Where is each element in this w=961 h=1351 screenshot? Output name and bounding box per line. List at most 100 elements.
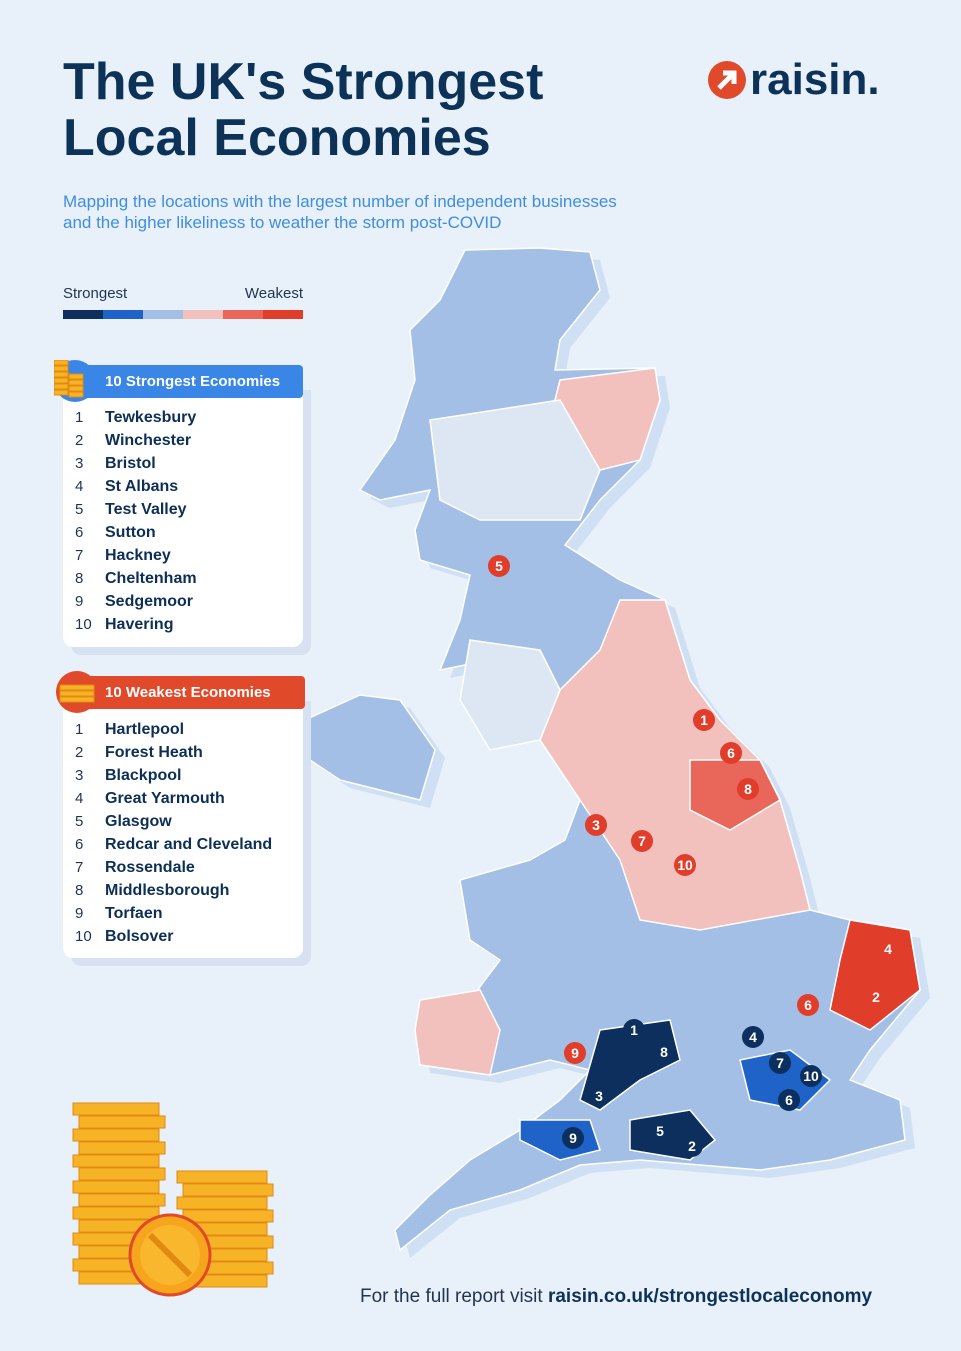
coin [182,1183,274,1197]
list-item: 1 Hartlepool [75,718,272,741]
strong-marker[interactable]: 8 [653,1041,675,1063]
weak-marker[interactable]: 6 [720,742,742,764]
legend-swatch [143,310,183,319]
area-name: Hartlepool [105,721,185,738]
legend-swatch [63,310,103,319]
rank: 5 [75,813,84,830]
arrow-up-right-icon [708,61,746,99]
rank: 2 [75,432,84,449]
coin [72,1180,160,1194]
list-item: 8 Middlesborough [75,879,272,902]
area-name: Great Yarmouth [105,790,225,807]
title-line-2: Local Economies [63,109,491,167]
rank: 3 [75,455,84,472]
list-item: 5 Glasgow [75,810,272,833]
weak-marker[interactable]: 1 [693,709,715,731]
list-item: 1 Tewkesbury [75,406,197,429]
weak-marker[interactable]: 7 [631,830,653,852]
strongest-list: 1 Tewkesbury 2 Winchester 3 Bristol 4 St Albans… [75,406,197,636]
weak-marker[interactable]: 8 [737,778,759,800]
subtitle: Mapping the locations with the largest n… [63,192,617,232]
area-name: Test Valley [105,501,187,518]
list-item: 3 Blackpool [75,764,272,787]
area-name: Hackney [105,547,171,564]
strong-marker[interactable]: 1 [623,1019,645,1041]
legend-weakest-label: Weakest [244,285,303,302]
rank: 4 [75,478,84,495]
color-legend: Strongest Weakest [63,285,303,319]
weak-marker[interactable]: 9 [564,1042,586,1064]
footer: For the full report visit raisin.co.uk/s… [360,1286,872,1308]
area-name: Cheltenham [105,570,197,587]
weakest-list: 1 Hartlepool 2 Forest Heath 3 Blackpool 4 Great… [75,718,272,948]
coin [182,1209,274,1223]
strong-marker[interactable]: 6 [778,1089,800,1111]
legend-swatch [183,310,223,319]
rank: 9 [75,905,84,922]
weakest-header: 10 Weakest Economies [63,676,305,709]
rank: 7 [75,547,84,564]
legend-swatch [263,310,303,319]
list-item: 2 Forest Heath [75,741,272,764]
list-item: 10 Bolsover [75,925,272,948]
area-name: Redcar and Cleveland [105,836,273,853]
area-name: Torfaen [105,905,163,922]
strong-marker[interactable]: 9 [562,1127,584,1149]
strong-marker[interactable]: 2 [681,1135,703,1157]
coin [72,1102,160,1116]
coin [78,1193,166,1207]
coin-stack-icon [53,359,96,402]
coin-bars-icon [56,671,98,713]
rank: 1 [75,409,84,426]
rank: 8 [75,570,84,587]
rank: 5 [75,501,84,518]
area-name: Bolsover [105,928,174,945]
weak-marker[interactable]: 2 [865,986,887,1008]
strong-marker[interactable]: 10 [800,1065,822,1087]
rank: 8 [75,882,84,899]
title-line-1: The UK's Strongest [63,53,544,111]
region-yorkshire-weak [689,759,781,831]
coin [72,1128,160,1142]
coin [72,1154,160,1168]
strongest-title: 10 Strongest Economies [105,373,281,390]
rank: 6 [75,836,84,853]
list-item: 6 Sutton [75,521,197,544]
area-name: Havering [105,616,174,633]
weak-marker[interactable]: 3 [585,814,607,836]
legend-swatch [223,310,263,319]
coin [78,1115,166,1129]
legend-gradient-bar [63,310,303,319]
weak-marker[interactable]: 10 [674,854,696,876]
list-item: 7 Rossendale [75,856,272,879]
strong-marker[interactable]: 5 [649,1120,671,1142]
rank: 9 [75,593,84,610]
area-name: Tewkesbury [105,409,197,426]
list-item: 9 Sedgemoor [75,590,197,613]
area-name: Glasgow [105,813,172,830]
weak-marker[interactable]: 6 [797,994,819,1016]
report-link[interactable]: raisin.co.uk/strongestlocaleconomy [547,1286,873,1307]
weak-marker[interactable]: 5 [488,555,510,577]
area-name: Rossendale [105,859,195,876]
weak-marker[interactable]: 4 [877,938,899,960]
list-item: 9 Torfaen [75,902,272,925]
coin [176,1196,268,1210]
coin [176,1170,268,1184]
strongest-panel: 1 Tewkesbury 2 Winchester 3 Bristol 4 St Albans… [63,382,303,647]
legend-swatch [103,310,143,319]
area-name: Blackpool [105,767,182,784]
coin [78,1141,166,1155]
weakest-title: 10 Weakest Economies [105,684,271,701]
strong-marker[interactable]: 3 [588,1085,610,1107]
region-north-wales [459,639,561,751]
list-item: 2 Winchester [75,429,197,452]
strong-marker[interactable]: 4 [742,1026,764,1048]
rank: 10 [75,616,92,633]
strong-marker[interactable]: 7 [769,1052,791,1074]
area-name: Sutton [105,524,156,541]
raisin-logo: raisin. [708,58,880,102]
coin [78,1167,166,1181]
